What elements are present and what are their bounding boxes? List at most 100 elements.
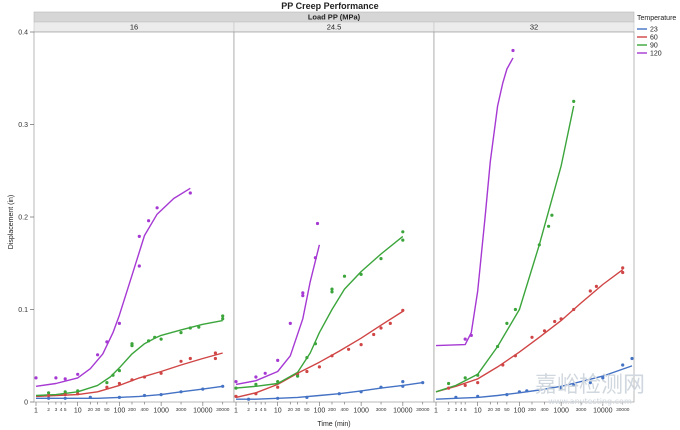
data-point: [276, 358, 280, 362]
data-point: [117, 381, 121, 386]
data-point: [501, 363, 505, 367]
data-point: [359, 343, 363, 347]
data-point: [88, 395, 92, 399]
x-tick-label: 100: [514, 408, 526, 415]
plot-panel-3: [433, 31, 635, 403]
data-point: [76, 372, 80, 376]
series-line-23: [435, 365, 633, 400]
watermark-text: 嘉峪检测网: [535, 373, 645, 398]
data-point: [401, 384, 405, 388]
data-point: [517, 390, 522, 394]
data-point: [142, 375, 147, 379]
data-point: [421, 381, 425, 385]
data-point: [588, 381, 592, 385]
data-point: [153, 335, 157, 339]
data-point: [142, 393, 147, 398]
facet-title: Load PP (MPa): [308, 13, 361, 22]
x-tick-label: 10000: [593, 408, 613, 415]
data-point: [379, 326, 383, 330]
x-tick-label: 4: [260, 407, 263, 413]
data-point: [254, 375, 258, 379]
data-point: [63, 390, 67, 394]
x-tick-label: 100: [314, 408, 326, 415]
data-point: [221, 314, 225, 318]
data-point: [263, 371, 267, 375]
data-point: [63, 377, 67, 381]
watermark: 嘉峪检测网 www.anytesting.com: [535, 373, 645, 406]
data-point: [147, 339, 151, 343]
data-point: [105, 385, 109, 389]
data-point: [221, 317, 225, 321]
x-tick-label: 4: [460, 407, 463, 413]
data-point: [117, 321, 121, 325]
data-point: [388, 321, 392, 325]
data-point: [537, 243, 541, 247]
x-tick-label: 30000: [616, 407, 630, 413]
data-point: [511, 48, 515, 53]
data-point: [179, 359, 183, 363]
series-line-60: [35, 352, 223, 398]
data-point: [155, 206, 159, 210]
x-tick-label: 400: [541, 407, 549, 413]
data-point: [379, 385, 383, 389]
data-point: [117, 369, 121, 373]
data-point: [359, 390, 363, 394]
x-tick-label: 10: [474, 408, 482, 415]
data-point: [96, 353, 100, 357]
x-tick-label: 1000: [553, 408, 569, 415]
data-point: [559, 317, 563, 321]
x-tick-label: 10000: [393, 408, 413, 415]
data-point: [553, 319, 557, 324]
x-tick-label: 3: [55, 407, 58, 413]
data-point: [197, 325, 201, 329]
y-tick-label: 0.1: [18, 307, 28, 314]
data-point: [372, 332, 376, 337]
x-tick-label: 100: [114, 408, 126, 415]
x-tick-label: 200: [528, 407, 536, 413]
x-tick-label: 2: [447, 407, 450, 413]
data-point: [469, 333, 473, 337]
data-point: [463, 383, 467, 387]
data-point: [213, 351, 217, 355]
x-tick-label: 3000: [176, 407, 187, 413]
data-point: [305, 356, 309, 360]
facet-label: 24.5: [327, 23, 342, 32]
data-point: [454, 395, 458, 399]
x-tick-label: 3000: [576, 407, 587, 413]
x-tick-label: 1: [34, 408, 38, 415]
data-point: [179, 331, 183, 335]
data-point: [234, 386, 238, 390]
data-point: [313, 256, 317, 260]
legend-label: 90: [650, 43, 658, 50]
data-point: [188, 191, 192, 195]
data-point: [63, 393, 67, 397]
legend-label: 120: [650, 51, 662, 58]
data-point: [188, 326, 192, 330]
x-tick-label: 10: [274, 408, 282, 415]
data-point: [234, 394, 238, 398]
data-point: [463, 337, 467, 341]
x-tick-label: 50: [304, 407, 310, 413]
y-axis-label: Displacement (in): [8, 195, 15, 249]
x-tick-label: 5: [464, 407, 467, 413]
series-line-120: [35, 187, 191, 387]
data-point: [379, 257, 383, 261]
y-tick-label: 0.2: [18, 215, 28, 222]
x-tick-label: 10: [74, 408, 82, 415]
data-point: [621, 266, 625, 270]
series-line-60: [235, 310, 404, 399]
data-point: [47, 393, 51, 398]
data-point: [313, 342, 317, 346]
plot-panel-1: [33, 31, 235, 403]
data-point: [188, 356, 192, 361]
x-tick-label: 50: [104, 407, 110, 413]
x-tick-label: 3000: [376, 407, 387, 413]
data-point: [550, 213, 554, 217]
data-point: [213, 356, 217, 361]
data-point: [54, 376, 58, 380]
data-point: [330, 287, 334, 291]
y-tick-label: 0: [24, 400, 28, 407]
data-point: [63, 396, 67, 400]
legend-label: 23: [650, 27, 658, 34]
